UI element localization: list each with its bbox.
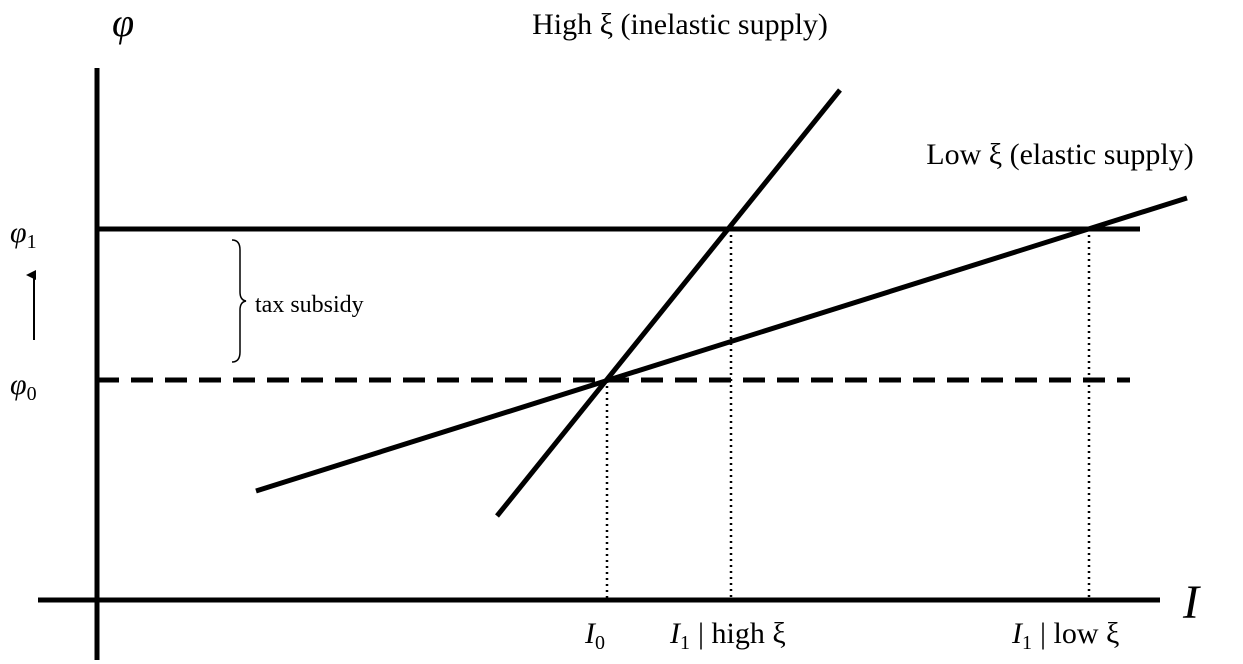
symbol: I xyxy=(1011,617,1024,650)
x-axis-label: I xyxy=(1182,576,1201,629)
annotation: tax subsidy xyxy=(255,292,364,318)
suffix: | high ξ xyxy=(698,617,786,650)
y-axis-label: φ xyxy=(112,0,134,45)
symbol: φ xyxy=(10,216,27,249)
symbol: φ xyxy=(10,368,27,401)
phi0-label: φ0 xyxy=(10,368,37,405)
subscript: 1 xyxy=(27,231,37,253)
subscript: 0 xyxy=(27,383,37,405)
low-curve-label: Low ξ (elastic supply) xyxy=(926,138,1193,171)
subscript: 1 xyxy=(1022,632,1032,654)
i1-high-label: I1 | high ξ xyxy=(669,617,786,654)
high-curve-label: High ξ (inelastic supply) xyxy=(532,8,828,41)
phi1-label: φ1 xyxy=(10,216,37,253)
suffix: | low ξ xyxy=(1040,617,1119,650)
i0-label: I0 xyxy=(584,617,605,654)
symbol: I xyxy=(669,617,682,650)
i1-low-label: I1 | low ξ xyxy=(1011,617,1119,654)
subscript: 1 xyxy=(680,632,690,654)
brace xyxy=(231,239,247,363)
inelastic-supply xyxy=(495,88,842,518)
subscript: 0 xyxy=(595,632,605,654)
elastic-supply xyxy=(255,195,1188,494)
symbol: I xyxy=(584,617,597,650)
